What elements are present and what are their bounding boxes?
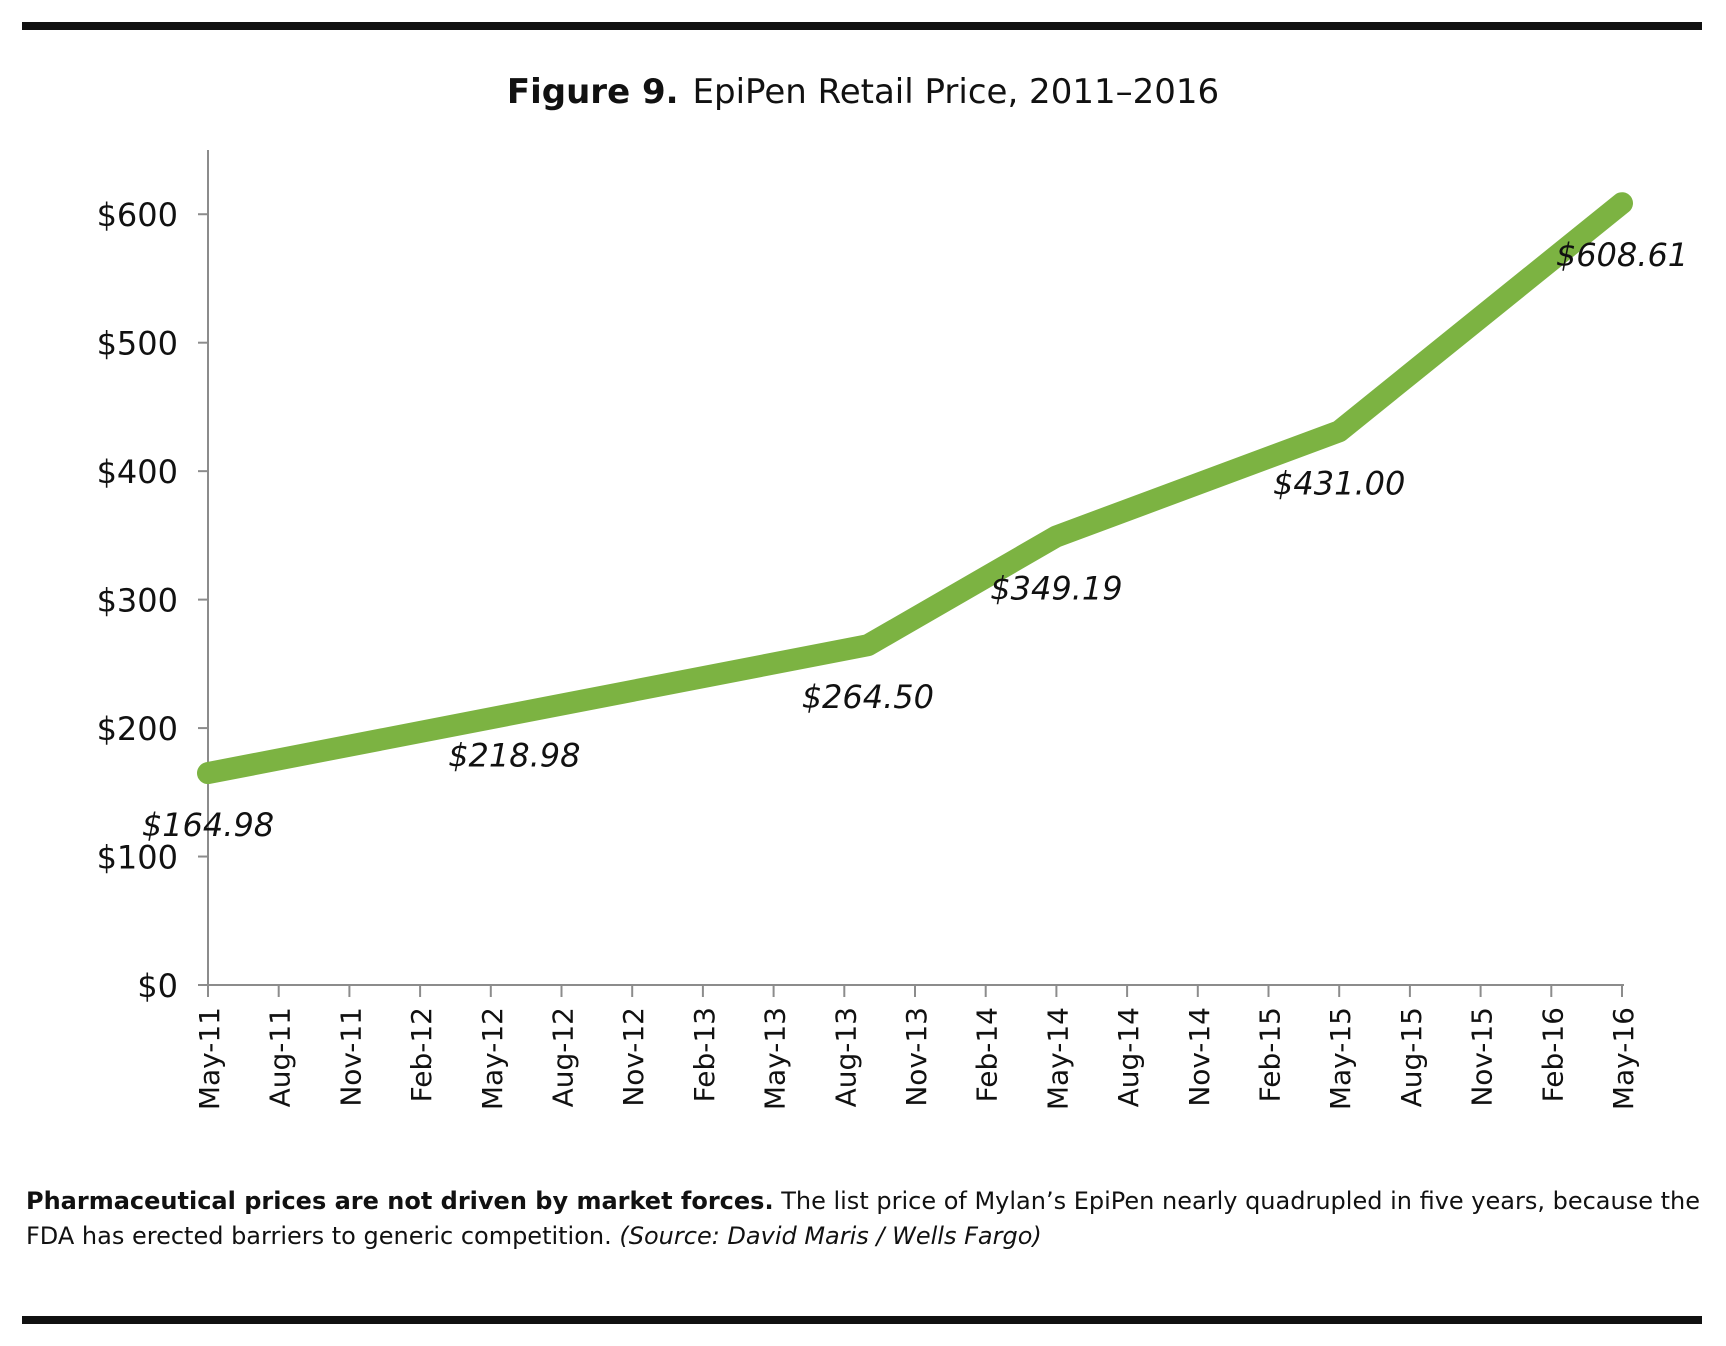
x-tick-label: Aug-12	[547, 1007, 580, 1107]
series-line	[197, 192, 1633, 785]
data-label: $349.19	[990, 569, 1122, 607]
caption-lead: Pharmaceutical prices are not driven by …	[26, 1187, 774, 1215]
y-tick-label: $100	[97, 839, 178, 877]
x-tick-label: Feb-13	[688, 1007, 721, 1102]
x-tick-label: May-16	[1607, 1007, 1640, 1110]
line-chart: $0 $100 $200 $300 $400 $500 $600 May-11 Aug-11 No…	[97, 150, 1688, 1110]
x-tick-label: May-12	[476, 1007, 509, 1110]
figure-number: Figure 9.	[506, 72, 679, 112]
data-label: $218.98	[448, 737, 580, 775]
x-tick-label: Nov-12	[617, 1007, 650, 1107]
caption-source: (Source: David Maris / Wells Fargo)	[619, 1222, 1042, 1250]
figure-title-text: EpiPen Retail Price, 2011–2016	[692, 72, 1220, 112]
x-tick-label: May-14	[1041, 1007, 1074, 1110]
x-tick-label: Nov-14	[1183, 1007, 1216, 1107]
x-tick-label: Feb-15	[1254, 1007, 1287, 1102]
bottom-rule	[22, 1316, 1702, 1324]
top-rule	[22, 22, 1702, 30]
y-tick-label: $0	[137, 967, 178, 1005]
y-tick-label: $500	[97, 325, 178, 363]
y-tick-label: $300	[97, 582, 178, 620]
x-tick-label: Aug-15	[1395, 1007, 1428, 1107]
x-tick-label: Aug-13	[829, 1007, 862, 1107]
data-label: $264.50	[802, 678, 934, 716]
x-tick-label: Feb-12	[405, 1007, 438, 1102]
figure-title: Figure 9. EpiPen Retail Price, 2011–2016	[0, 72, 1726, 112]
data-label: $431.00	[1273, 464, 1405, 502]
data-label: $164.98	[142, 806, 274, 844]
figure-caption: Pharmaceutical prices are not driven by …	[26, 1184, 1706, 1254]
x-tick-label: Feb-14	[971, 1007, 1004, 1102]
caption-body: The list price of Mylan’s EpiPen nearly …	[26, 1187, 1700, 1250]
x-tick-label: May-13	[759, 1007, 792, 1110]
x-tick-label: May-15	[1324, 1007, 1357, 1110]
y-tick-label: $600	[97, 196, 178, 234]
x-tick-label: Aug-11	[264, 1007, 297, 1107]
y-tick-label: $200	[97, 710, 178, 748]
x-tick-label: Nov-11	[334, 1007, 367, 1107]
data-label: $608.61	[1556, 236, 1688, 274]
x-tick-label: Nov-13	[900, 1007, 933, 1107]
x-tick-label: Aug-14	[1112, 1007, 1145, 1107]
x-tick-label: Nov-15	[1466, 1007, 1499, 1107]
x-tick-label: May-11	[193, 1007, 226, 1110]
x-tick-label: Feb-16	[1536, 1007, 1569, 1102]
y-tick-label: $400	[97, 453, 178, 491]
